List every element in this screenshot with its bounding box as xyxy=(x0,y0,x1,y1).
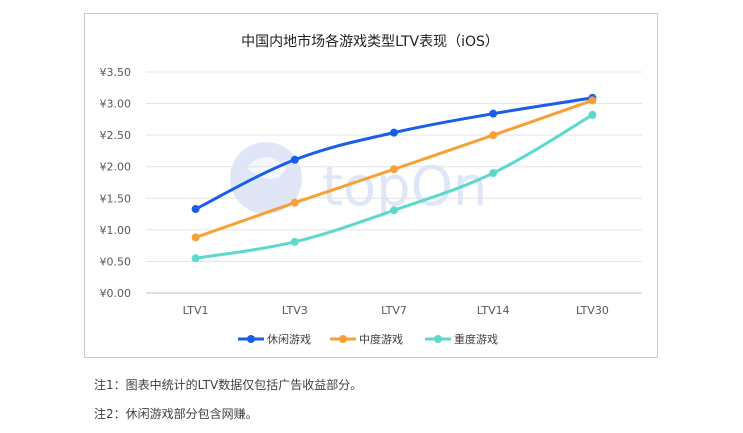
legend-label: 重度游戏 xyxy=(454,332,498,346)
x-tick-label: LTV14 xyxy=(477,304,510,317)
legend-label: 休闲游戏 xyxy=(267,332,311,346)
chart-title: 中国内地市场各游戏类型LTV表现（iOS） xyxy=(241,33,499,50)
data-point xyxy=(191,233,200,242)
data-point xyxy=(390,128,398,137)
data-point xyxy=(390,206,398,215)
footnote-2: 注2：休闲游戏部分包含网赚。 xyxy=(94,407,258,421)
data-point xyxy=(290,198,299,207)
legend-item: 中度游戏 xyxy=(330,332,403,346)
y-tick-label: ¥2.50 xyxy=(100,129,132,142)
y-tick-label: ¥0.50 xyxy=(100,255,132,268)
data-point xyxy=(191,205,200,214)
y-tick-label: ¥2.00 xyxy=(100,161,132,174)
watermark-swoosh xyxy=(246,157,286,179)
data-point xyxy=(390,165,398,174)
footnote-1: 注1：图表中统计的LTV数据仅包括广告收益部分。 xyxy=(94,378,363,392)
data-point xyxy=(191,254,200,263)
data-point xyxy=(290,237,299,246)
x-tick-label: LTV30 xyxy=(576,304,609,317)
legend: 休闲游戏 中度游戏 重度游戏 xyxy=(238,332,498,346)
series-2 xyxy=(191,96,597,242)
data-point xyxy=(588,110,597,119)
legend-swatch-marker xyxy=(434,335,442,343)
series-1 xyxy=(191,93,597,214)
y-tick-label: ¥0.00 xyxy=(100,287,132,300)
y-axis-ticks: ¥0.00 ¥0.50 ¥1.00 ¥1.50 ¥2.00 ¥2.50 ¥3.00 ¥3.50 xyxy=(100,66,132,300)
watermark-circle xyxy=(230,142,302,214)
data-point xyxy=(290,155,299,164)
x-tick-label: LTV7 xyxy=(381,304,407,317)
x-tick-label: LTV1 xyxy=(183,304,209,317)
y-tick-label: ¥3.00 xyxy=(100,98,132,111)
legend-item: 休闲游戏 xyxy=(238,332,311,346)
series-lines xyxy=(191,93,597,263)
x-tick-label: LTV3 xyxy=(282,304,308,317)
y-tick-label: ¥3.50 xyxy=(100,66,132,79)
legend-swatch-marker xyxy=(247,335,255,343)
series-3 xyxy=(191,110,597,263)
data-point xyxy=(489,131,498,140)
y-tick-label: ¥1.50 xyxy=(100,192,132,205)
legend-item: 重度游戏 xyxy=(425,332,498,346)
data-point xyxy=(489,169,498,178)
data-point xyxy=(489,109,498,118)
y-tick-label: ¥1.00 xyxy=(100,224,132,237)
legend-label: 中度游戏 xyxy=(359,332,403,346)
chart-frame xyxy=(84,13,658,358)
legend-swatch-marker xyxy=(339,335,347,343)
data-point xyxy=(588,96,597,105)
x-axis-ticks: LTV1 LTV3 LTV7 LTV14 LTV30 xyxy=(183,304,609,317)
